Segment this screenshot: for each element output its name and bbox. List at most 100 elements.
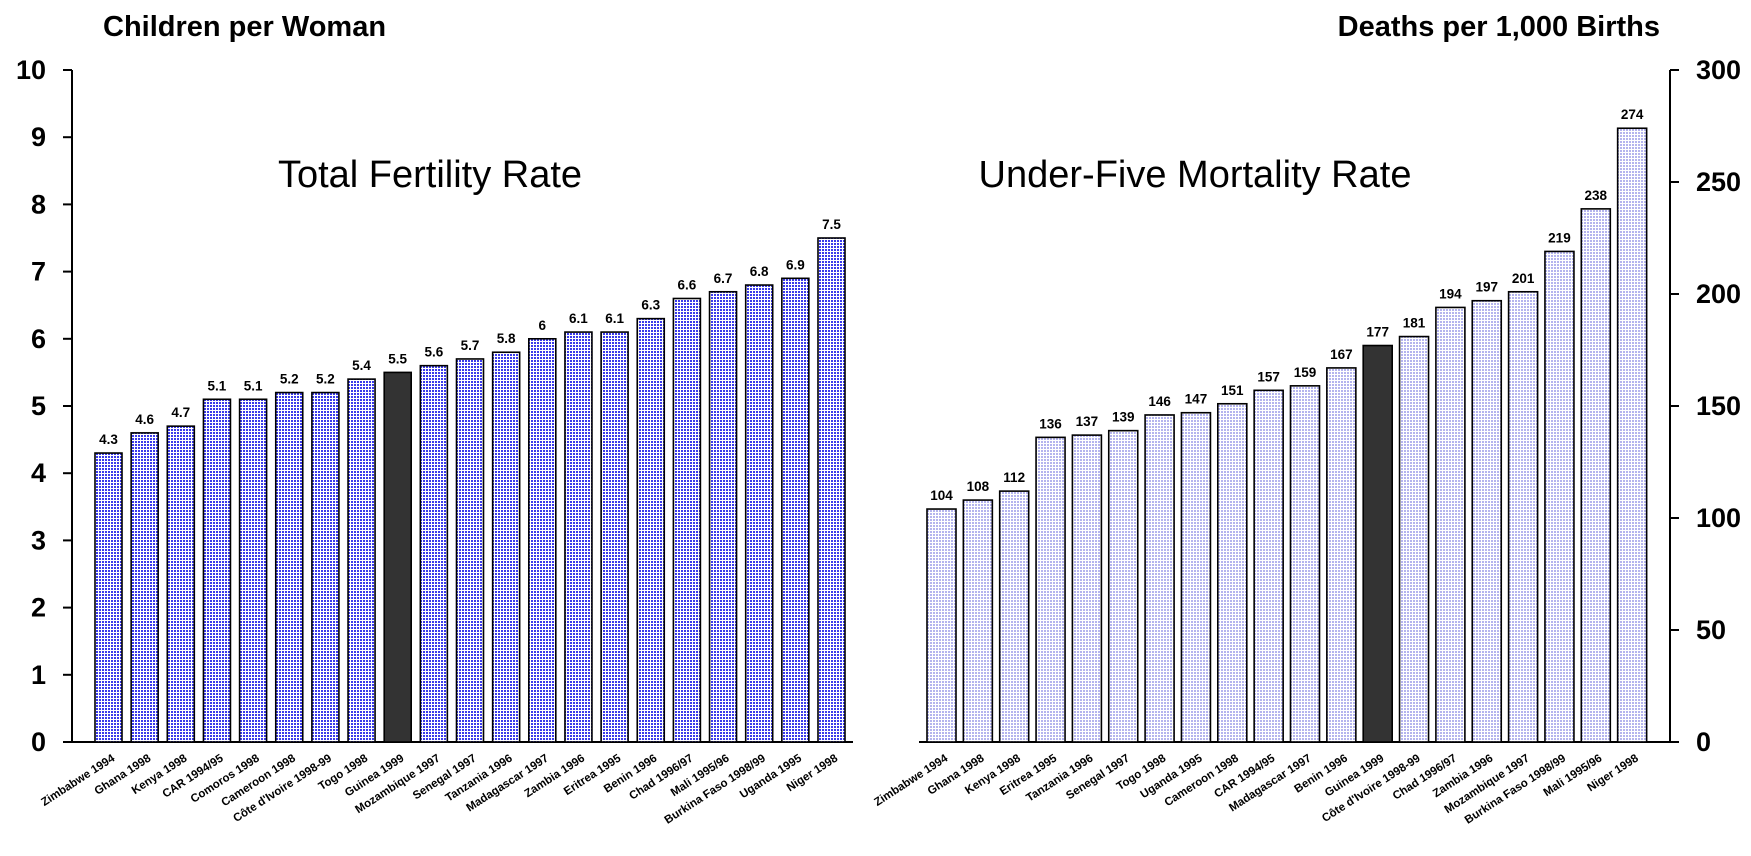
- fertility-value-label: 5.7: [461, 338, 480, 353]
- fertility-value-label: 6.7: [714, 271, 733, 286]
- fertility-y-tick-label: 4: [31, 458, 46, 488]
- fertility-bar: [672, 297, 702, 743]
- mortality-value-label: 157: [1257, 369, 1280, 384]
- mortality-value-label: 147: [1185, 392, 1208, 407]
- mortality-bar: [1253, 389, 1284, 743]
- fertility-bar: [166, 425, 196, 743]
- fertility-bar: [817, 237, 846, 743]
- fertility-value-label: 5.1: [244, 378, 263, 393]
- mortality-y-tick-label: 0: [1696, 727, 1711, 757]
- mortality-y-tick-label: 200: [1696, 279, 1741, 309]
- fertility-bars: [94, 237, 846, 743]
- mortality-bar: [1326, 367, 1357, 743]
- mortality-y-tick-label: 100: [1696, 503, 1741, 533]
- fertility-value-label: 6.6: [678, 277, 697, 292]
- mortality-value-label: 159: [1294, 365, 1317, 380]
- fertility-value-label: 4.6: [135, 412, 154, 427]
- fertility-value-label: 6.1: [569, 311, 588, 326]
- fertility-value-label: 4.7: [171, 405, 190, 420]
- fertility-value-label: 5.2: [316, 372, 335, 387]
- fertility-value-label: 5.1: [208, 378, 227, 393]
- mortality-value-label: 146: [1148, 394, 1171, 409]
- fertility-y-tick-label: 7: [31, 257, 46, 287]
- mortality-bar: [1180, 411, 1212, 743]
- mortality-bar: [1144, 414, 1175, 743]
- fertility-y-axis-title: Children per Woman: [103, 11, 386, 43]
- mortality-value-label: 151: [1221, 383, 1244, 398]
- fertility-value-label: 6.3: [641, 298, 660, 313]
- mortality-y-tick-label: 250: [1696, 167, 1741, 197]
- fertility-bar: [564, 331, 593, 743]
- fertility-bar: [347, 378, 376, 743]
- mortality-value-label: 167: [1330, 347, 1353, 362]
- fertility-bar: [600, 331, 629, 743]
- fertility-y-tick-label: 8: [31, 189, 46, 219]
- fertility-chart-title: Total Fertility Rate: [278, 154, 582, 196]
- fertility-y-tick-label: 5: [31, 391, 46, 421]
- fertility-category-label: Uganda 1995: [738, 752, 805, 801]
- fertility-bar: [744, 284, 774, 743]
- mortality-value-label: 201: [1512, 271, 1535, 286]
- mortality-value-label: 219: [1548, 230, 1571, 245]
- mortality-bar: [1289, 385, 1321, 743]
- mortality-bar: [998, 490, 1030, 743]
- mortality-value-label: 139: [1112, 410, 1135, 425]
- mortality-bar: [1217, 402, 1248, 743]
- mortality-value-label: 238: [1585, 188, 1608, 203]
- fertility-y-tick-label: 10: [16, 55, 46, 85]
- mortality-y-tick-label: 50: [1696, 615, 1726, 645]
- fertility-bar: [781, 277, 810, 743]
- fertility-bar: [636, 317, 666, 743]
- mortality-value-label: 274: [1621, 107, 1644, 122]
- fertility-value-label: 6: [539, 318, 547, 333]
- mortality-bar: [1071, 434, 1103, 743]
- mortality-value-label: 112: [1003, 470, 1025, 485]
- mortality-value-label: 104: [930, 488, 953, 503]
- fertility-bar: [455, 358, 485, 743]
- mortality-value-label: 177: [1366, 325, 1389, 340]
- mortality-value-label: 197: [1475, 280, 1498, 295]
- mortality-value-label: 194: [1439, 286, 1462, 301]
- fertility-value-label: 5.4: [352, 358, 371, 373]
- fertility-bar: [130, 432, 159, 743]
- fertility-bar: [708, 290, 738, 743]
- fertility-bar: [383, 371, 413, 743]
- fertility-value-label: 4.3: [99, 432, 118, 447]
- mortality-bar: [1507, 290, 1539, 743]
- fertility-value-label: 7.5: [822, 217, 841, 232]
- mortality-y-axis: 0 50 100 150 200 250 300: [919, 55, 1741, 757]
- mortality-bar: [962, 499, 994, 743]
- fertility-bar: [274, 391, 304, 743]
- mortality-bar: [1435, 306, 1466, 743]
- fertility-value-label: 6.8: [750, 264, 769, 279]
- fertility-value-label: 5.2: [280, 372, 299, 387]
- fertility-y-tick-label: 2: [31, 593, 46, 623]
- mortality-y-tick-label: 150: [1696, 391, 1741, 421]
- fertility-value-label: 6.9: [786, 257, 805, 272]
- mortality-bar: [1035, 436, 1066, 743]
- mortality-bar: [926, 508, 957, 743]
- mortality-value-label: 181: [1403, 316, 1426, 331]
- mortality-bar: [1471, 299, 1503, 743]
- fertility-value-label: 5.5: [388, 351, 407, 366]
- mortality-y-axis-title: Deaths per 1,000 Births: [1338, 11, 1660, 43]
- fertility-bar: [94, 452, 123, 743]
- mortality-value-labels: 104 108 112 136 137 139 146 147 151 157 159 167 177 1…: [930, 107, 1644, 503]
- fertility-y-tick-label: 6: [31, 324, 46, 354]
- mortality-bar: [1544, 250, 1575, 743]
- fertility-bar: [419, 364, 449, 743]
- mortality-bar: [1107, 429, 1139, 743]
- mortality-bar: [1362, 344, 1393, 743]
- mortality-value-label: 108: [967, 479, 990, 494]
- fertility-y-tick-label: 1: [31, 660, 46, 690]
- mortality-bars: [926, 127, 1648, 743]
- fertility-bar: [527, 337, 557, 743]
- fertility-y-tick-label: 3: [31, 525, 46, 555]
- mortality-value-label: 136: [1039, 416, 1062, 431]
- fertility-y-axis: 0 1 2 3 4 5 6 7 8 9 10: [16, 55, 853, 757]
- mortality-chart-title: Under-Five Mortality Rate: [979, 154, 1412, 196]
- fertility-value-labels: 4.3 4.6 4.7 5.1 5.1 5.2 5.2 5.4 5.5 5.6 5.7 5.8 6 6.1…: [99, 217, 841, 447]
- fertility-bar: [491, 351, 521, 743]
